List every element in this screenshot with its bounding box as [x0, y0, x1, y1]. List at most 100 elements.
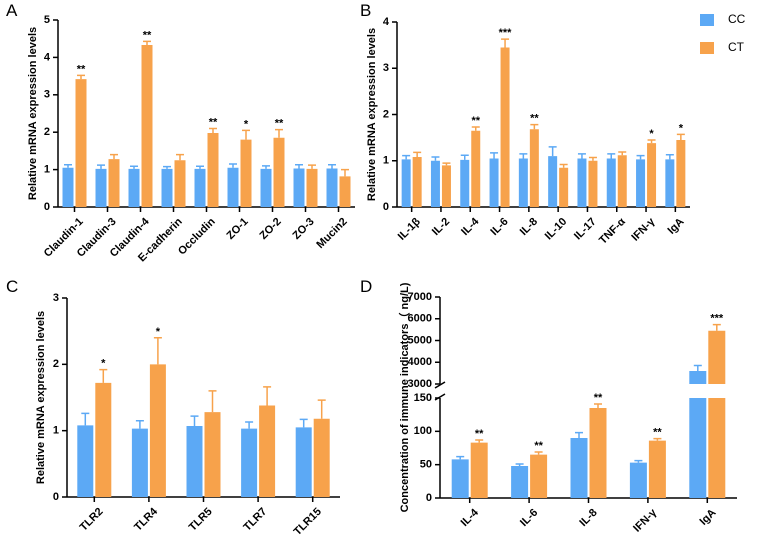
- error-bar: [208, 390, 217, 413]
- significance: *: [244, 118, 249, 130]
- significance: **: [275, 118, 284, 130]
- x-tick-label: TLR5: [187, 506, 215, 534]
- bar: [241, 428, 258, 497]
- significance: **: [534, 440, 543, 452]
- bar: [204, 412, 221, 497]
- legend-label: CC: [728, 12, 746, 26]
- x-tick-label: TLR2: [78, 506, 106, 534]
- bar: [313, 418, 330, 497]
- bar: [240, 139, 252, 207]
- x-tick-label: IL-8: [577, 507, 599, 529]
- x-tick-label: IFN-γ: [629, 215, 658, 244]
- y-tick-label: 100: [414, 425, 432, 437]
- bar: [186, 426, 203, 497]
- error-bar: [594, 403, 602, 408]
- error-bar: [634, 459, 643, 463]
- bar: [194, 168, 206, 207]
- y-tick-label: 6000: [408, 313, 432, 325]
- error-bar: [475, 439, 484, 443]
- error-bar: [229, 163, 237, 168]
- bar: [149, 364, 166, 497]
- bar: [174, 160, 186, 207]
- bar: [559, 167, 569, 207]
- error-bar: [607, 153, 616, 159]
- y-tick-label: 0: [44, 201, 50, 213]
- error-bar: [99, 368, 108, 383]
- error-bar: [196, 165, 204, 169]
- bar: [589, 408, 607, 498]
- error-bar: [515, 463, 524, 466]
- error-bar: [308, 164, 316, 169]
- x-tick-label: Mucin2: [314, 216, 349, 251]
- error-bar: [209, 127, 217, 133]
- bar: [62, 167, 74, 207]
- x-tick-label: TLR7: [241, 506, 269, 534]
- y-tick-label: 0: [53, 491, 59, 503]
- error-bar: [665, 153, 674, 160]
- bar: [412, 157, 422, 207]
- bar: [293, 168, 305, 207]
- significance: **: [209, 116, 218, 128]
- error-bar: [577, 153, 586, 159]
- bar: [451, 459, 469, 498]
- bar: [489, 158, 499, 207]
- error-bar: [262, 165, 270, 169]
- bar: [708, 330, 726, 498]
- y-tick-label: 4: [383, 16, 390, 28]
- y-tick-label: 2: [44, 126, 50, 138]
- y-tick-label: 7000: [408, 291, 432, 303]
- bar: [131, 428, 148, 497]
- bar: [689, 370, 707, 498]
- bar: [141, 45, 153, 207]
- significance: ***: [499, 27, 513, 39]
- error-bar: [471, 126, 480, 131]
- panel-label: D: [360, 277, 372, 296]
- x-tick-label: IL-6: [488, 216, 510, 238]
- y-tick-label: 3: [53, 292, 59, 304]
- axis-break: [434, 393, 446, 401]
- error-bar: [81, 412, 90, 426]
- significance: **: [475, 428, 484, 440]
- x-tick-label: IL-2: [430, 216, 452, 238]
- error-bar: [153, 337, 162, 365]
- x-tick-label: IFN-γ: [631, 506, 660, 535]
- x-tick-label: TNF-α: [597, 216, 628, 247]
- error-bar: [575, 431, 583, 438]
- bar: [636, 159, 646, 207]
- x-tick-label: ZO-2: [258, 216, 284, 242]
- significance: *: [649, 128, 654, 140]
- error-bar: [77, 74, 85, 80]
- y-tick-label: 4: [44, 51, 51, 63]
- significance: ***: [710, 313, 724, 325]
- bar: [306, 168, 318, 207]
- bar: [460, 159, 470, 207]
- bar: [95, 382, 112, 497]
- y-tick-label: 150: [414, 392, 432, 404]
- bar: [259, 405, 276, 497]
- y-tick-label: 0: [426, 492, 432, 504]
- bar: [77, 425, 94, 497]
- significance: **: [471, 115, 480, 127]
- y-tick-label: 2: [53, 358, 59, 370]
- x-tick-label: TLR15: [292, 506, 324, 535]
- error-bar: [442, 162, 451, 166]
- bar: [577, 158, 587, 207]
- error-bar: [263, 386, 272, 406]
- bar: [339, 176, 351, 207]
- legend-swatch: [700, 14, 714, 26]
- error-bar: [341, 168, 349, 177]
- y-tick-label: 50: [420, 459, 432, 471]
- bar: [161, 168, 173, 207]
- error-bar: [143, 40, 151, 46]
- error-bar: [64, 163, 72, 168]
- significance: *: [156, 326, 161, 338]
- y-tick-label: 3000: [408, 378, 432, 390]
- significance: **: [143, 29, 152, 41]
- y-axis-label: Relative mRNA expression levels: [27, 27, 39, 200]
- error-bar: [548, 146, 557, 157]
- error-bar: [176, 153, 184, 161]
- y-tick-label: 0: [383, 201, 389, 213]
- bar: [511, 466, 529, 498]
- error-bar: [130, 165, 138, 169]
- y-tick-label: 1: [44, 164, 50, 176]
